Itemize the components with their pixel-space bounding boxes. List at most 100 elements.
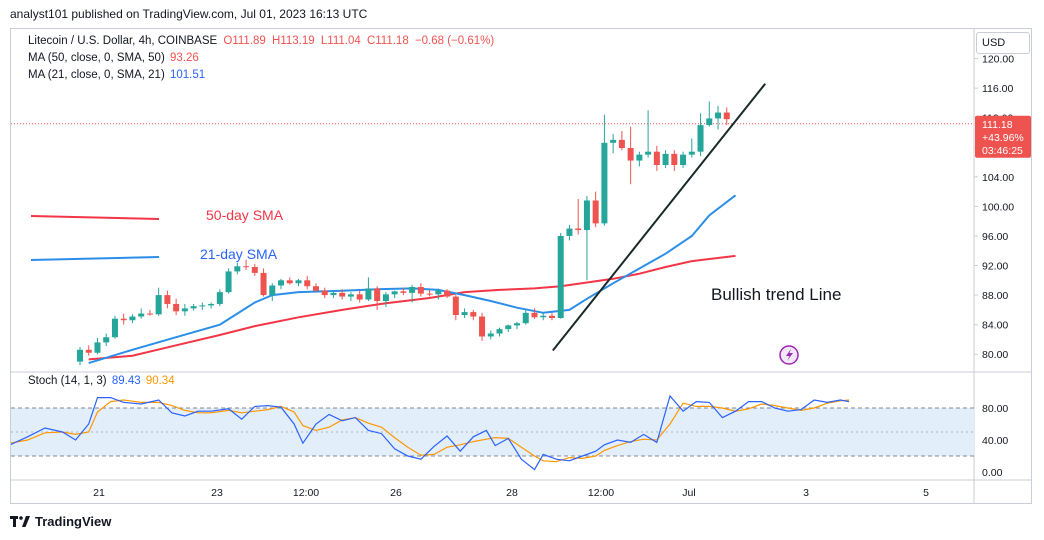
- candle-body: [146, 313, 153, 315]
- candle-body: [111, 318, 118, 338]
- candle: [496, 327, 503, 337]
- candle-body: [374, 288, 381, 301]
- candle-body: [688, 151, 695, 155]
- candle-body: [452, 296, 459, 316]
- candle: [618, 131, 625, 151]
- candle-body: [304, 280, 311, 287]
- currency-button[interactable]: USD: [976, 32, 1030, 54]
- price-tick-label: 104.00: [982, 172, 1014, 184]
- candle: [583, 196, 590, 281]
- candle: [400, 287, 407, 296]
- candle: [461, 308, 468, 318]
- candle-body: [409, 286, 416, 293]
- candle: [479, 312, 486, 341]
- open-value: O111.89: [223, 35, 266, 47]
- price-tick-label: 96.00: [982, 231, 1008, 243]
- candle-body: [347, 294, 354, 297]
- stoch-tick-label: 0.00: [982, 467, 1003, 479]
- candle-body: [426, 293, 433, 295]
- time-tick-label: 28: [506, 487, 518, 499]
- candle: [278, 278, 285, 290]
- candle-body: [662, 153, 669, 165]
- candle-body: [120, 318, 127, 321]
- candle-body: [715, 112, 722, 119]
- candle: [522, 309, 529, 325]
- low-value: L111.04: [320, 35, 361, 47]
- price-tick-label: 120.00: [982, 54, 1014, 66]
- candle: [190, 303, 197, 311]
- candle: [610, 133, 617, 154]
- candle: [312, 283, 319, 293]
- candle-body: [85, 349, 92, 353]
- candle: [199, 302, 206, 310]
- candle: [339, 289, 346, 300]
- sma50-line: [88, 254, 736, 361]
- sma50-legend-text: 50-day SMA: [206, 207, 284, 223]
- candle-body: [94, 342, 101, 353]
- candle-body: [697, 125, 704, 152]
- candle: [111, 315, 118, 339]
- candle-body: [583, 200, 590, 231]
- candle-body: [479, 316, 486, 337]
- candle: [548, 312, 555, 321]
- stoch-k-value: 89.43: [111, 375, 141, 387]
- stoch-d-value: 90.34: [145, 375, 175, 387]
- trend-line-label: Bullish trend Line: [711, 285, 841, 304]
- candle-body: [566, 228, 573, 236]
- candle: [330, 290, 337, 299]
- candle: [452, 295, 459, 321]
- lightning-icon: [779, 345, 799, 365]
- time-tick-label: Jul: [682, 487, 695, 499]
- candle: [470, 309, 477, 321]
- candle: [653, 145, 660, 171]
- price-tick-label: 100.00: [982, 201, 1014, 213]
- candle-body: [618, 139, 625, 148]
- candle: [417, 283, 424, 297]
- candle-body: [103, 337, 110, 343]
- stoch-tick-label: 40.00: [982, 435, 1008, 447]
- candle-body: [461, 312, 468, 316]
- candle: [138, 308, 145, 319]
- candle-body: [173, 303, 180, 312]
- candle: [566, 224, 573, 241]
- price-chart[interactable]: 80.0084.0088.0092.0096.00100.00104.00108…: [11, 29, 1031, 503]
- price-badge-change: +43.96%: [982, 132, 1024, 144]
- candle: [715, 105, 722, 130]
- time-tick-label: 23: [211, 487, 223, 499]
- ma21-value: 101.51: [169, 69, 206, 81]
- candle-body: [391, 291, 398, 295]
- candle-body: [234, 266, 241, 272]
- candle-body: [653, 151, 660, 165]
- candle-body: [208, 303, 215, 306]
- candle: [514, 321, 520, 330]
- time-tick-label: 26: [390, 487, 402, 499]
- candle: [251, 264, 258, 276]
- candle-body: [225, 271, 232, 293]
- candle: [505, 324, 512, 333]
- candle-body: [286, 280, 293, 284]
- change-value: −0.68 (−0.61%): [414, 35, 495, 47]
- candle: [575, 199, 582, 235]
- candle-body: [706, 118, 713, 126]
- candle-body: [382, 294, 389, 301]
- candle: [129, 314, 136, 324]
- candle-body: [671, 153, 678, 165]
- stoch-legend: Stoch (14, 1, 3) 89.43 90.34: [28, 375, 175, 387]
- candle-body: [470, 312, 477, 317]
- candle: [382, 292, 389, 307]
- candle-body: [321, 290, 328, 296]
- candle-body: [190, 306, 197, 309]
- footer-brand: TradingView: [35, 514, 112, 529]
- stoch-k-line: [11, 394, 850, 471]
- candle: [347, 292, 354, 301]
- candle: [697, 113, 704, 157]
- candle: [671, 150, 678, 171]
- ma50-label: MA (50, close, 0, SMA, 50): [28, 52, 165, 64]
- candle: [181, 303, 188, 316]
- tradingview-logo[interactable]: TradingView: [10, 514, 111, 529]
- candle: [688, 138, 695, 158]
- candle-body: [199, 305, 206, 307]
- price-tick-label: 80.00: [982, 349, 1008, 361]
- close-value: C111.18: [366, 35, 409, 47]
- candle: [85, 345, 92, 356]
